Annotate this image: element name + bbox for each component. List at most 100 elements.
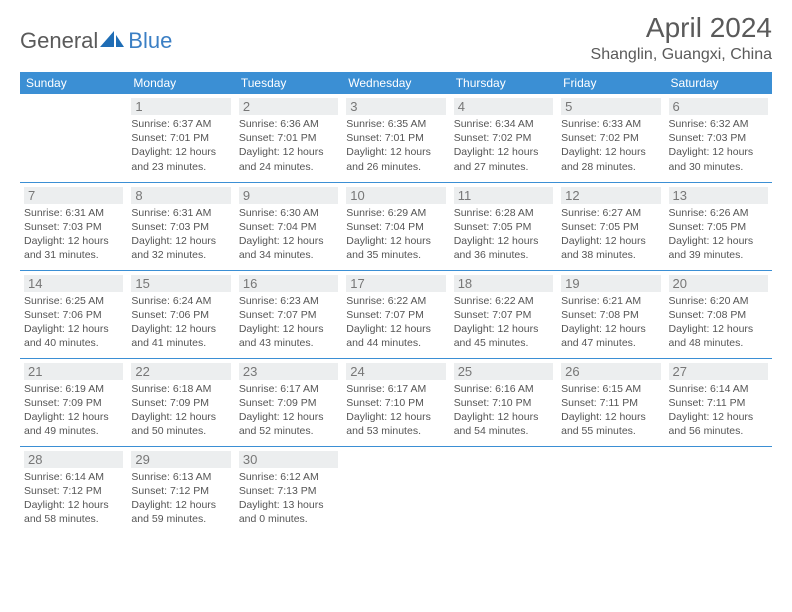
info-line: Daylight: 12 hours <box>561 322 660 336</box>
day-info: Sunrise: 6:16 AMSunset: 7:10 PMDaylight:… <box>454 382 553 439</box>
day-number: 14 <box>24 275 123 292</box>
info-line: Sunset: 7:13 PM <box>239 484 338 498</box>
day-label: Wednesday <box>342 72 449 94</box>
info-line: Sunset: 7:03 PM <box>24 220 123 234</box>
info-line: and 43 minutes. <box>239 336 338 350</box>
day-number: 12 <box>561 187 660 204</box>
day-cell: 28Sunrise: 6:14 AMSunset: 7:12 PMDayligh… <box>20 446 127 534</box>
info-line: and 31 minutes. <box>24 248 123 262</box>
day-cell: 30Sunrise: 6:12 AMSunset: 7:13 PMDayligh… <box>235 446 342 534</box>
info-line: Sunset: 7:03 PM <box>669 131 768 145</box>
info-line: Sunset: 7:07 PM <box>454 308 553 322</box>
day-cell: 16Sunrise: 6:23 AMSunset: 7:07 PMDayligh… <box>235 270 342 358</box>
info-line: Sunrise: 6:12 AM <box>239 470 338 484</box>
info-line: and 26 minutes. <box>346 160 445 174</box>
day-cell: 22Sunrise: 6:18 AMSunset: 7:09 PMDayligh… <box>127 358 234 446</box>
info-line: and 55 minutes. <box>561 424 660 438</box>
info-line: Sunset: 7:06 PM <box>24 308 123 322</box>
week-row: 28Sunrise: 6:14 AMSunset: 7:12 PMDayligh… <box>20 446 772 534</box>
info-line: Sunrise: 6:36 AM <box>239 117 338 131</box>
info-line: Sunset: 7:03 PM <box>131 220 230 234</box>
info-line: Sunrise: 6:37 AM <box>131 117 230 131</box>
info-line: Daylight: 12 hours <box>346 234 445 248</box>
header: General Blue April 2024 Shanglin, Guangx… <box>20 12 772 64</box>
day-number: 27 <box>669 363 768 380</box>
info-line: Sunrise: 6:35 AM <box>346 117 445 131</box>
info-line: Sunrise: 6:34 AM <box>454 117 553 131</box>
day-number: 26 <box>561 363 660 380</box>
day-cell: 1Sunrise: 6:37 AMSunset: 7:01 PMDaylight… <box>127 94 234 182</box>
info-line: and 34 minutes. <box>239 248 338 262</box>
day-cell <box>342 446 449 534</box>
day-info: Sunrise: 6:13 AMSunset: 7:12 PMDaylight:… <box>131 470 230 527</box>
info-line: and 47 minutes. <box>561 336 660 350</box>
day-number: 13 <box>669 187 768 204</box>
day-cell: 6 Sunrise: 6:32 AMSunset: 7:03 PMDaylight… <box>665 94 772 182</box>
info-line: and 36 minutes. <box>454 248 553 262</box>
info-line: Sunset: 7:05 PM <box>454 220 553 234</box>
info-line: Sunset: 7:08 PM <box>669 308 768 322</box>
info-line: and 45 minutes. <box>454 336 553 350</box>
day-number: 30 <box>239 451 338 468</box>
day-header-row: SundayMondayTuesdayWednesdayThursdayFrid… <box>20 72 772 94</box>
info-line: and 49 minutes. <box>24 424 123 438</box>
info-line: Daylight: 12 hours <box>346 410 445 424</box>
info-line: Sunrise: 6:18 AM <box>131 382 230 396</box>
day-cell: 27Sunrise: 6:14 AMSunset: 7:11 PMDayligh… <box>665 358 772 446</box>
day-cell: 21Sunrise: 6:19 AMSunset: 7:09 PMDayligh… <box>20 358 127 446</box>
info-line: Sunrise: 6:27 AM <box>561 206 660 220</box>
day-cell <box>665 446 772 534</box>
info-line: and 50 minutes. <box>131 424 230 438</box>
info-line: Daylight: 12 hours <box>239 410 338 424</box>
info-line: Sunrise: 6:31 AM <box>24 206 123 220</box>
day-info: Sunrise: 6:17 AMSunset: 7:09 PMDaylight:… <box>239 382 338 439</box>
day-info: Sunrise: 6:17 AMSunset: 7:10 PMDaylight:… <box>346 382 445 439</box>
info-line: and 30 minutes. <box>669 160 768 174</box>
day-label: Saturday <box>665 72 772 94</box>
info-line: Daylight: 12 hours <box>669 410 768 424</box>
day-cell: 26Sunrise: 6:15 AMSunset: 7:11 PMDayligh… <box>557 358 664 446</box>
day-number: 19 <box>561 275 660 292</box>
day-info: Sunrise: 6:27 AMSunset: 7:05 PMDaylight:… <box>561 206 660 263</box>
info-line: Sunset: 7:09 PM <box>24 396 123 410</box>
info-line: Sunrise: 6:31 AM <box>131 206 230 220</box>
week-row: 14Sunrise: 6:25 AMSunset: 7:06 PMDayligh… <box>20 270 772 358</box>
info-line: Sunset: 7:10 PM <box>454 396 553 410</box>
calendar-body: 1Sunrise: 6:37 AMSunset: 7:01 PMDaylight… <box>20 94 772 534</box>
info-line: Sunset: 7:10 PM <box>346 396 445 410</box>
info-line: Daylight: 12 hours <box>239 145 338 159</box>
info-line: and 40 minutes. <box>24 336 123 350</box>
info-line: and 23 minutes. <box>131 160 230 174</box>
day-cell: 25Sunrise: 6:16 AMSunset: 7:10 PMDayligh… <box>450 358 557 446</box>
logo: General Blue <box>20 28 172 54</box>
info-line: Daylight: 12 hours <box>669 145 768 159</box>
day-info: Sunrise: 6:22 AMSunset: 7:07 PMDaylight:… <box>346 294 445 351</box>
info-line: Sunset: 7:04 PM <box>346 220 445 234</box>
info-line: and 38 minutes. <box>561 248 660 262</box>
info-line: Daylight: 12 hours <box>131 322 230 336</box>
info-line: Sunset: 7:12 PM <box>131 484 230 498</box>
info-line: and 58 minutes. <box>24 512 123 526</box>
info-line: and 32 minutes. <box>131 248 230 262</box>
info-line: Daylight: 12 hours <box>561 234 660 248</box>
info-line: Sunset: 7:05 PM <box>669 220 768 234</box>
info-line: Sunrise: 6:20 AM <box>669 294 768 308</box>
info-line: Sunset: 7:04 PM <box>239 220 338 234</box>
day-info: Sunrise: 6:31 AMSunset: 7:03 PMDaylight:… <box>24 206 123 263</box>
day-cell: 17Sunrise: 6:22 AMSunset: 7:07 PMDayligh… <box>342 270 449 358</box>
day-cell: 24Sunrise: 6:17 AMSunset: 7:10 PMDayligh… <box>342 358 449 446</box>
info-line: Daylight: 12 hours <box>131 410 230 424</box>
info-line: and 44 minutes. <box>346 336 445 350</box>
info-line: Daylight: 12 hours <box>24 410 123 424</box>
info-line: Sunrise: 6:14 AM <box>24 470 123 484</box>
info-line: Sunset: 7:01 PM <box>239 131 338 145</box>
day-cell: 10Sunrise: 6:29 AMSunset: 7:04 PMDayligh… <box>342 182 449 270</box>
day-label: Tuesday <box>235 72 342 94</box>
day-cell <box>557 446 664 534</box>
day-number: 4 <box>454 98 553 115</box>
day-cell: 9Sunrise: 6:30 AMSunset: 7:04 PMDaylight… <box>235 182 342 270</box>
info-line: Sunset: 7:01 PM <box>346 131 445 145</box>
info-line: Sunrise: 6:21 AM <box>561 294 660 308</box>
info-line: Sunrise: 6:32 AM <box>669 117 768 131</box>
day-number: 6 <box>669 98 768 115</box>
